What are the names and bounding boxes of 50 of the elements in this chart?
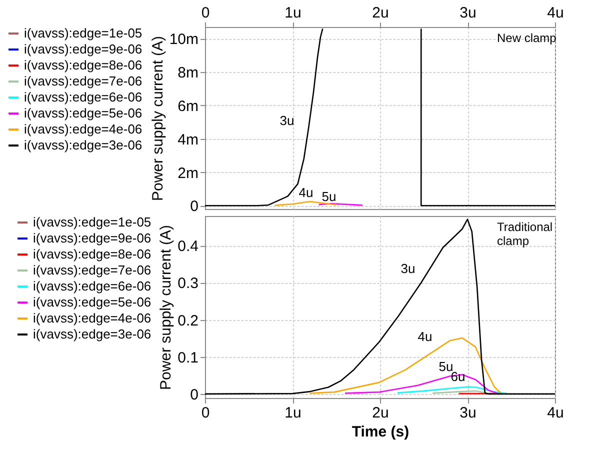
x-tick-label: 2u (372, 404, 389, 422)
x-tick-label: 4u (547, 4, 564, 22)
line-series (396, 386, 508, 394)
y-tick-label: 0.4 (178, 238, 198, 256)
y-tick-label: 0 (190, 386, 198, 404)
legend-label: i(vavss):edge=9e-06 (24, 42, 142, 56)
y-tick-label: 0 (190, 198, 198, 216)
y-tick-label: 0.2 (178, 312, 198, 330)
y-axis-title: Power supply current (A) (149, 36, 166, 202)
y-tick-label: 6m (178, 98, 198, 115)
legend-label: i(vavss):edge=9e-06 (33, 230, 152, 246)
legend-label: i(vavss):edge=3e-06 (33, 326, 152, 342)
y-tick-label: 4m (178, 131, 198, 148)
y-tick-label: 0.1 (178, 349, 198, 366)
y-axis-title: Power supply current (A) (158, 224, 175, 390)
y-tick-label: 0.3 (178, 275, 198, 292)
x-tick-label: 2u (372, 4, 389, 22)
annotation: 3u (280, 113, 294, 128)
legend-label: i(vavss):edge=6e-06 (33, 278, 152, 294)
annotation: 5u (438, 359, 454, 374)
x-tick-label: 0 (201, 4, 210, 22)
annotation: 4u (298, 185, 314, 200)
x-tick-label: 0 (201, 404, 210, 422)
legend-label: i(vavss):edge=5e-06 (24, 106, 142, 120)
y-tick-label: 10m (169, 31, 198, 48)
legend-label: i(vavss):edge=5e-06 (33, 294, 152, 310)
y-tick-label: 8m (178, 64, 198, 82)
legend-label: i(vavss):edge=8e-06 (24, 58, 142, 72)
legend-label: i(vavss):edge=7e-06 (33, 262, 152, 278)
annotation: 5u (322, 189, 336, 204)
legend-label: i(vavss):edge=7e-06 (24, 74, 142, 88)
line-series (205, 218, 555, 395)
x-tick-label: 4u (547, 404, 564, 422)
legend-label: i(vavss):edge=1e-05 (33, 214, 152, 230)
legend-label: i(vavss):edge=3e-06 (24, 138, 142, 152)
legend-label: i(vavss):edge=4e-06 (24, 122, 142, 136)
legend-label: i(vavss):edge=6e-06 (24, 90, 142, 104)
legend-label: i(vavss):edge=1e-05 (24, 26, 142, 40)
annotation: 4u (418, 329, 432, 344)
y-tick-label: 2m (178, 164, 198, 182)
annotation: New clamp (497, 31, 557, 45)
annotation: 3u (400, 261, 416, 276)
legend-label: i(vavss):edge=8e-06 (33, 246, 152, 262)
x-tick-label: 3u (460, 4, 476, 22)
x-axis-title: Time (s) (352, 424, 410, 440)
x-tick-label: 3u (460, 404, 476, 422)
x-tick-label: 1u (284, 404, 302, 422)
annotation: Traditional clamp (497, 220, 553, 248)
legend-label: i(vavss):edge=4e-06 (33, 310, 152, 326)
x-tick-label: 1u (284, 4, 302, 22)
